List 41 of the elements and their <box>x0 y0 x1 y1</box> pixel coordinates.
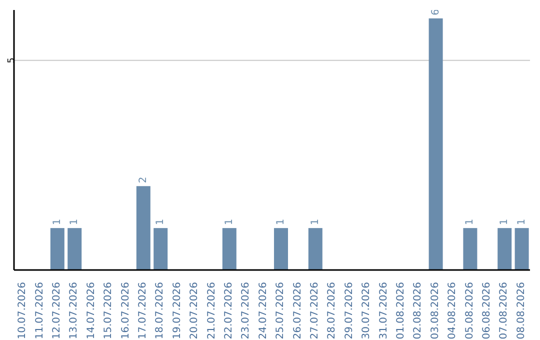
x-tick-label: 13.07.2026 <box>68 282 80 340</box>
x-tick-label: 22.07.2026 <box>224 282 234 340</box>
data-label: 1 <box>499 218 510 226</box>
x-tick-label: 19.07.2026 <box>172 282 183 340</box>
data-label: 6 <box>430 9 442 16</box>
x-tick-label: 25.07.2026 <box>275 282 286 340</box>
x-tick-label: 27.07.2026 <box>310 282 320 340</box>
x-tick-label: 18.07.2026 <box>154 282 166 340</box>
x-tick-label: 10.07.2026 <box>17 282 28 340</box>
x-tick-label: 17.07.2026 <box>138 282 148 340</box>
x-tick-label: 03.08.2026 <box>430 282 441 340</box>
data-label: 1 <box>516 218 528 226</box>
data-label: 1 <box>155 218 166 226</box>
x-tick-label: 26.07.2026 <box>292 282 304 340</box>
x-tick-label: 14.07.2026 <box>86 282 97 340</box>
x-tick-label: 28.07.2026 <box>326 282 338 340</box>
x-tick-label: 15.07.2026 <box>103 282 114 340</box>
data-label: 1 <box>276 218 286 226</box>
x-tick-label: 21.07.2026 <box>206 282 218 340</box>
x-tick-label: 06.08.2026 <box>482 282 492 340</box>
x-tick-label: 05.08.2026 <box>464 282 476 340</box>
data-label: 1 <box>464 218 476 226</box>
x-tick-label: 07.08.2026 <box>498 282 510 340</box>
x-tick-label: 16.07.2026 <box>120 282 132 340</box>
x-tick-label: 12.07.2026 <box>52 282 62 340</box>
x-tick-label: 23.07.2026 <box>240 282 252 340</box>
x-tick-label: 20.07.2026 <box>189 282 200 340</box>
x-tick-label: 08.08.2026 <box>516 282 527 340</box>
x-tick-label: 11.07.2026 <box>34 282 46 340</box>
x-tick-label: 01.08.2026 <box>396 282 406 340</box>
x-tick-label: 30.07.2026 <box>361 282 372 340</box>
data-label: 1 <box>52 218 63 226</box>
data-label: 1 <box>69 218 80 226</box>
x-tick-label: 24.07.2026 <box>258 282 269 340</box>
x-tick-label: 04.08.2026 <box>447 282 458 340</box>
x-tick-label: 02.08.2026 <box>412 282 424 340</box>
x-tick-label: 29.07.2026 <box>344 282 355 340</box>
data-label: 1 <box>224 218 235 226</box>
data-label: 2 <box>138 176 149 184</box>
x-tick-label: 31.07.2026 <box>378 282 390 340</box>
data-label: 1 <box>310 218 321 226</box>
